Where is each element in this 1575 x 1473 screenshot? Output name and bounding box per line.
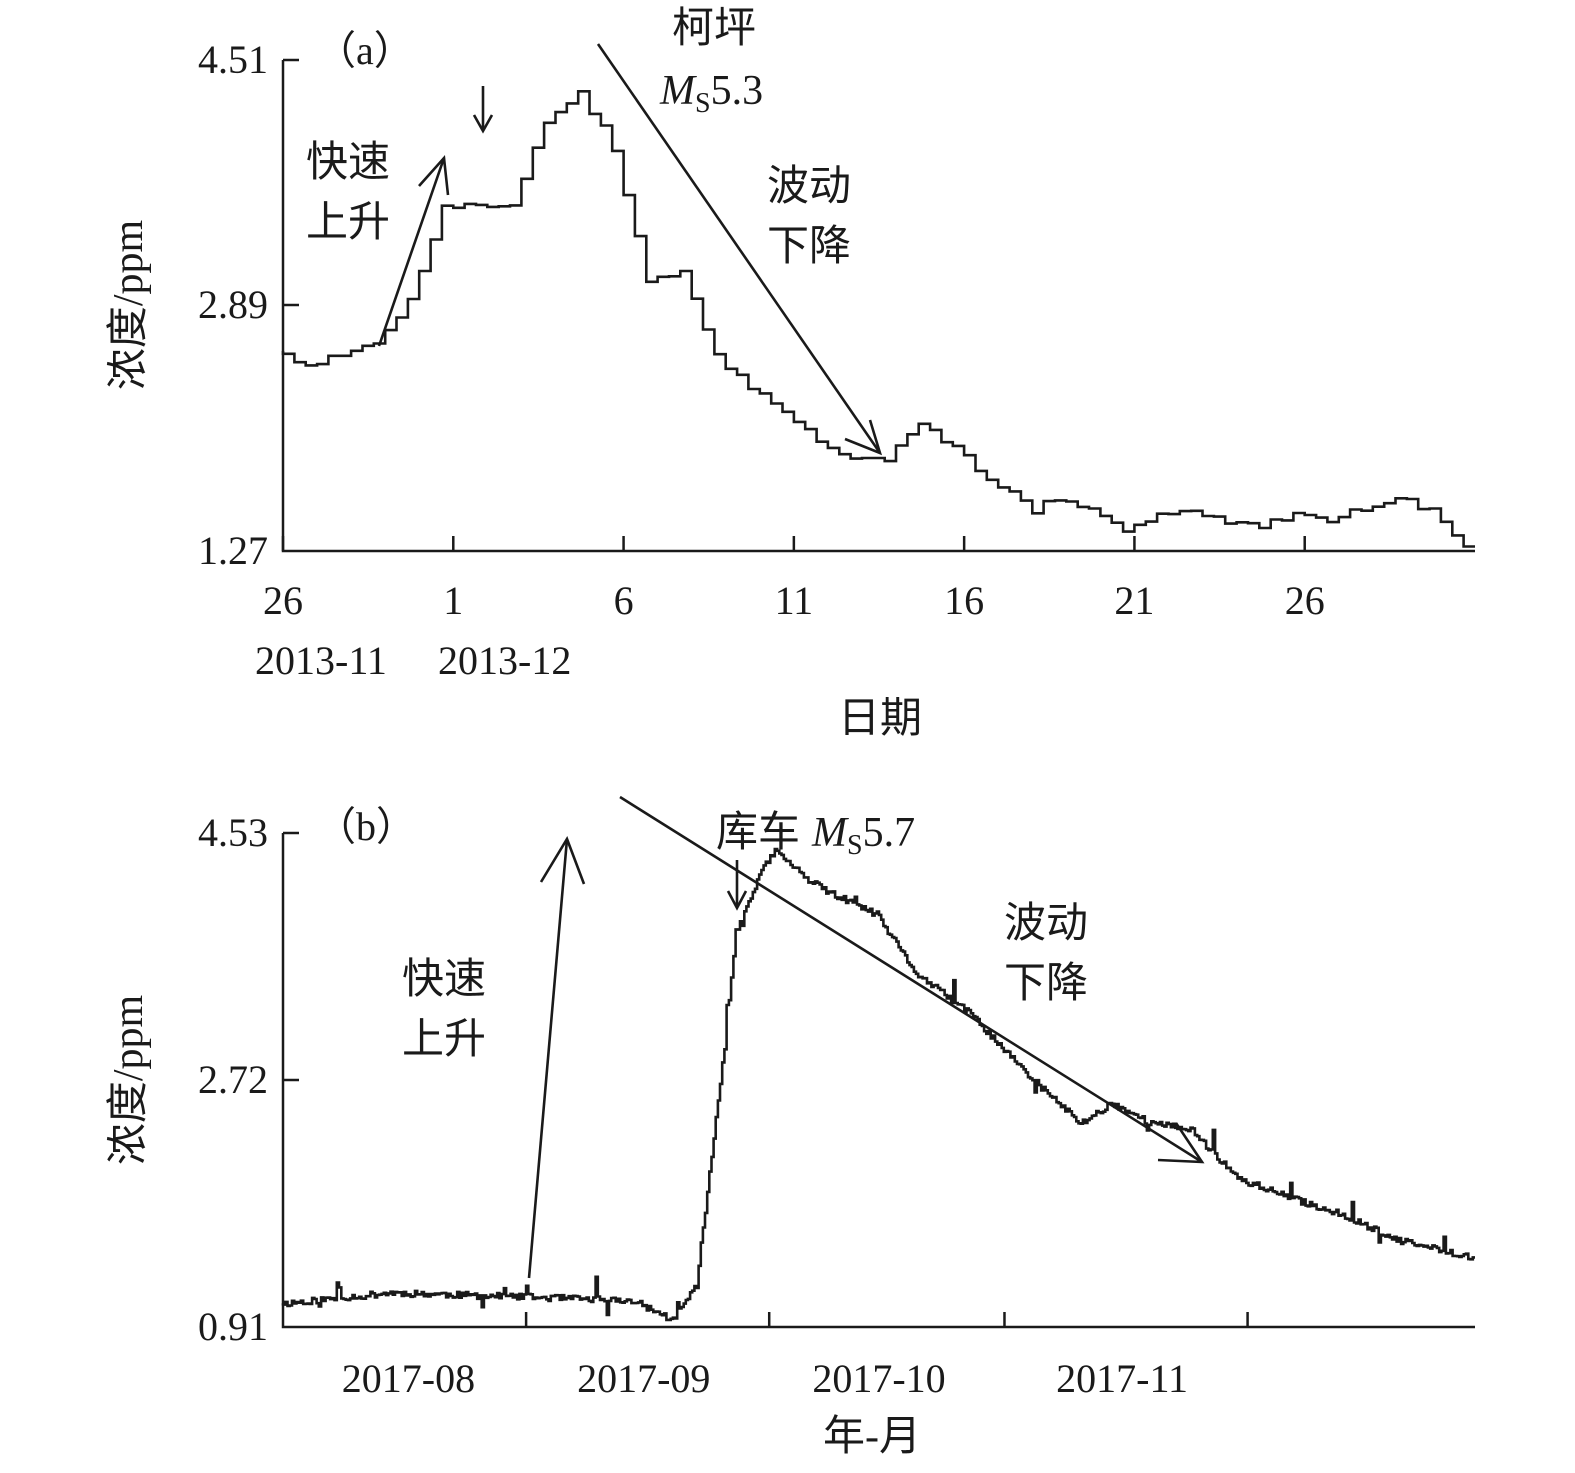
- panel-a-quake-magnitude: MS5.3: [659, 68, 763, 119]
- panel-a-xtick-label: 11: [775, 578, 814, 623]
- panel-b-label: （b）: [316, 804, 416, 849]
- panel-b: 4.53 2.72 0.91 浓度/ppm （b） 2017-08 2017-09…: [106, 795, 1475, 1460]
- panel-b-rise-arrow: [527, 836, 586, 1279]
- panel-a-ytick-label: 1.27: [198, 528, 268, 573]
- panel-a-xtick-label: 21: [1114, 578, 1154, 623]
- panel-a-quake-arrow: [472, 86, 494, 134]
- panel-a-fall-text: 下降: [767, 224, 851, 270]
- panel-b-xtick-label: 2017-08: [342, 1356, 475, 1401]
- panel-a-xtick-label: 26: [1285, 578, 1325, 623]
- panel-b-fall-text: 波动: [1004, 901, 1088, 947]
- panel-a-fall-text: 波动: [767, 164, 851, 210]
- panel-b-xlabel: 年-月: [823, 1413, 921, 1460]
- panel-b-ytick-label: 2.72: [198, 1057, 268, 1102]
- panel-a-ytick-label: 2.89: [198, 282, 268, 327]
- panel-b-quake-arrow: [726, 860, 748, 911]
- panel-b-xtick-label: 2017-09: [577, 1356, 710, 1401]
- panel-b-ylabel: 浓度/ppm: [106, 995, 152, 1166]
- panel-b-xtick-label: 2017-11: [1056, 1356, 1188, 1401]
- panel-b-xticks: 2017-08 2017-09 2017-10 2017-11: [342, 1312, 1249, 1401]
- panel-b-series-line: [281, 847, 1475, 1322]
- panel-a-xtick-label: 16: [944, 578, 984, 623]
- panel-b-axes: [281, 833, 1475, 1329]
- panel-a-rise-text: 快速: [306, 140, 390, 186]
- panel-b-fall-arrow: [619, 795, 1205, 1164]
- panel-a-ylabel: 浓度/ppm: [106, 220, 152, 391]
- panel-a-ytick-label: 4.51: [198, 37, 268, 82]
- panel-a-xtick-label: 1: [443, 578, 463, 623]
- panel-a-rise-arrow: [377, 154, 450, 347]
- panel-a-month-label: 2013-12: [438, 638, 571, 683]
- panel-b-ytick-label: 0.91: [198, 1304, 268, 1349]
- panel-a-month-label: 2013-11: [255, 638, 387, 683]
- panel-a-fall-arrow: [596, 43, 883, 456]
- panel-a-xtick-label: 6: [614, 578, 634, 623]
- panel-b-quake-label: 库车 MS5.7: [716, 810, 915, 861]
- panel-b-xtick-label: 2017-10: [812, 1356, 945, 1401]
- panel-a: 4.51 2.89 1.27 浓度/ppm （a） 26 1 6 11 16 21 26 2…: [106, 6, 1475, 742]
- panel-a-rise-text: 上升: [306, 200, 390, 246]
- panel-a-quake-name: 柯坪: [672, 6, 756, 52]
- panel-a-label: （a）: [316, 28, 414, 73]
- panel-b-ytick-label: 4.53: [198, 810, 268, 855]
- panel-b-rise-text: 上升: [402, 1017, 486, 1063]
- panel-a-axes: [281, 60, 1475, 553]
- panel-b-rise-text: 快速: [402, 957, 486, 1003]
- panel-a-xlabel: 日期: [838, 696, 922, 742]
- panel-a-series-line: [281, 90, 1475, 548]
- panel-a-xtick-label: 26: [263, 578, 303, 623]
- panel-b-fall-text: 下降: [1004, 961, 1088, 1007]
- panel-a-xticks: 26 1 6 11 16 21 26: [263, 536, 1325, 623]
